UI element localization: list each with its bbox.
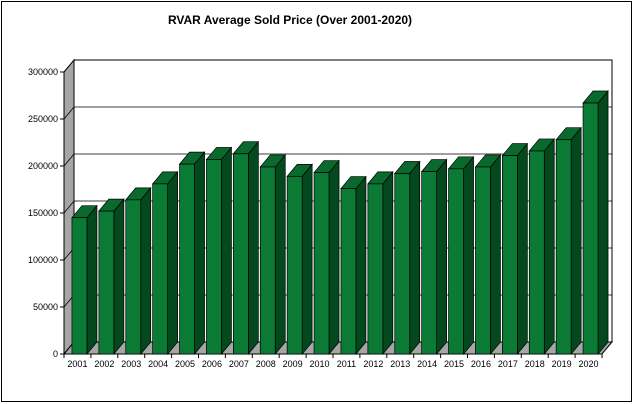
bar bbox=[98, 198, 125, 355]
bar-front bbox=[555, 139, 572, 355]
bar bbox=[340, 175, 367, 355]
bar bbox=[205, 146, 233, 355]
bar-side bbox=[221, 146, 232, 355]
x-axis: 2001 2002 2003 2004 2005 2006 2007 2008 2009 2010… bbox=[63, 354, 603, 369]
bar-front bbox=[71, 217, 88, 355]
bar bbox=[125, 186, 152, 355]
bar bbox=[474, 153, 502, 355]
bar bbox=[555, 126, 582, 355]
y-tick-label: 250000 bbox=[28, 114, 58, 124]
x-tick-label: 2004 bbox=[148, 359, 168, 369]
bar bbox=[394, 160, 421, 355]
bar-front bbox=[313, 172, 330, 355]
bar bbox=[447, 155, 475, 355]
bar-front bbox=[206, 159, 222, 355]
bar-side bbox=[382, 170, 394, 355]
bar-side bbox=[490, 153, 501, 355]
bar bbox=[232, 140, 260, 355]
bar-front bbox=[98, 210, 115, 355]
bars bbox=[71, 90, 609, 355]
x-tick-label: 2014 bbox=[417, 359, 437, 369]
bar bbox=[286, 163, 313, 355]
x-tick-label: 2002 bbox=[94, 359, 114, 369]
bar bbox=[71, 204, 98, 355]
bar-front bbox=[286, 175, 303, 355]
bar-side bbox=[355, 175, 367, 355]
bar-side bbox=[167, 170, 178, 355]
y-tick-label: 50000 bbox=[33, 302, 58, 312]
bar-front bbox=[394, 173, 411, 355]
bar-front bbox=[259, 166, 276, 355]
bar-side bbox=[570, 126, 582, 355]
bar-front bbox=[367, 183, 384, 355]
y-tick-label: 150000 bbox=[28, 208, 58, 218]
bar bbox=[151, 170, 179, 355]
bar bbox=[501, 142, 529, 355]
bar bbox=[582, 90, 609, 355]
y-tick-label: 0 bbox=[53, 349, 58, 359]
y-tick-label: 100000 bbox=[28, 255, 58, 265]
bar-side bbox=[597, 90, 609, 355]
bar-side bbox=[194, 151, 205, 355]
bar-side bbox=[328, 159, 340, 355]
bar-side bbox=[274, 153, 286, 355]
y-tick-label: 200000 bbox=[28, 161, 58, 171]
bar-front bbox=[152, 183, 168, 355]
bar bbox=[259, 153, 286, 355]
bar-side bbox=[86, 204, 98, 355]
bar-side bbox=[436, 158, 447, 355]
bar-side bbox=[301, 163, 313, 355]
bar-side bbox=[248, 140, 259, 355]
bar-front bbox=[233, 153, 249, 355]
bar-side bbox=[463, 155, 474, 355]
bar-front bbox=[179, 163, 195, 355]
x-tick-label: 2006 bbox=[202, 359, 222, 369]
x-tick-label: 2019 bbox=[552, 359, 572, 369]
x-tick-label: 2005 bbox=[175, 359, 195, 369]
x-tick-label: 2012 bbox=[363, 359, 383, 369]
x-tick-label: 2007 bbox=[229, 359, 249, 369]
x-tick-label: 2009 bbox=[283, 359, 303, 369]
bar-front bbox=[340, 188, 357, 355]
x-tick-label: 2011 bbox=[337, 359, 356, 369]
x-tick-label: 2018 bbox=[525, 359, 545, 369]
x-tick-label: 2001 bbox=[67, 359, 87, 369]
bar bbox=[528, 137, 555, 355]
bar-front bbox=[448, 168, 464, 355]
bar-front bbox=[582, 102, 599, 355]
bar-side bbox=[409, 160, 421, 355]
gridline bbox=[63, 153, 612, 167]
bar-front bbox=[502, 155, 518, 355]
bar bbox=[420, 158, 448, 355]
gridline bbox=[63, 106, 612, 120]
bar bbox=[178, 151, 206, 355]
bar-front bbox=[475, 166, 491, 355]
x-tick-label: 2015 bbox=[444, 359, 464, 369]
bar bbox=[367, 170, 394, 355]
bar-front bbox=[421, 171, 437, 355]
bar-side bbox=[140, 186, 152, 355]
y-axis: 0 50000 100000 150000 200000 250000 300000 bbox=[28, 67, 64, 359]
chart-title: RVAR Average Sold Price (Over 2001-2020) bbox=[168, 13, 412, 27]
x-tick-label: 2008 bbox=[256, 359, 276, 369]
x-tick-label: 2020 bbox=[579, 359, 599, 369]
x-tick-label: 2017 bbox=[498, 359, 518, 369]
bar bbox=[313, 159, 340, 355]
bar-side bbox=[516, 142, 528, 355]
bar-side bbox=[113, 198, 125, 355]
x-tick-label: 2010 bbox=[310, 359, 330, 369]
x-tick-label: 2003 bbox=[121, 359, 141, 369]
x-tick-label: 2013 bbox=[390, 359, 410, 369]
bar-side bbox=[543, 137, 555, 355]
y-tick-label: 300000 bbox=[28, 67, 58, 77]
x-tick-label: 2016 bbox=[471, 359, 491, 369]
bar-front bbox=[528, 150, 545, 355]
bar-front bbox=[125, 199, 142, 355]
